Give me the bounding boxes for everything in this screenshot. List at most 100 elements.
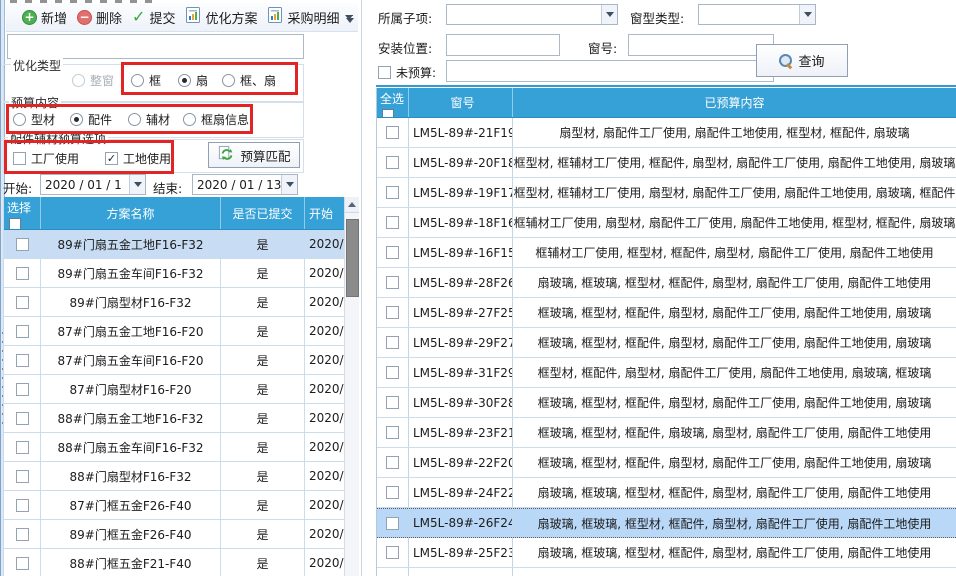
checkbox-factory-use[interactable]: 工厂使用	[13, 150, 79, 167]
row-checkbox[interactable]	[15, 527, 29, 541]
row-checkbox[interactable]	[15, 411, 29, 425]
query-button[interactable]: 查询	[756, 44, 848, 77]
window-table-row[interactable]: LM5L-89#-16F15 框辅材工厂使用, 框型材, 框配件, 扇型材, 扇…	[377, 238, 956, 268]
radio-profile[interactable]: 型材	[13, 111, 55, 128]
row-checkbox[interactable]	[15, 266, 29, 280]
row-checkbox[interactable]	[15, 498, 29, 512]
end-date-picker[interactable]: 2020 / 01 / 13	[192, 174, 298, 195]
row-checkbox[interactable]	[386, 546, 399, 559]
row-checkbox[interactable]	[15, 440, 29, 454]
sub-item-combo[interactable]	[446, 4, 618, 25]
plan-table-row[interactable]: 88#门框五金F21-F40 是 2020/0	[4, 549, 345, 576]
radio-auxiliary[interactable]: 辅材	[128, 111, 170, 128]
plan-table-row[interactable]: 87#门框五金F26-F40 是 2020/0	[4, 491, 345, 520]
window-table-row[interactable]: LM5L-89#-19F17 框型材, 框辅材工厂使用, 扇型材, 扇配件工厂使…	[377, 178, 956, 208]
plan-table-row[interactable]: 89#门框五金F26-F40 是 2020/0	[4, 520, 345, 549]
start-date-picker[interactable]: 2020 / 01 / 1	[40, 174, 146, 195]
window-table-row[interactable]: LM5L-89#-31F29 框型材, 框配件, 扇型材, 扇配件工厂使用, 扇…	[377, 358, 956, 388]
budgeted-content-cell: 扇玻璃, 框玻璃, 框型材, 框配件, 扇型材, 扇配件工厂使用, 扇配件工地使…	[537, 486, 932, 500]
row-checkbox[interactable]	[386, 126, 399, 139]
window-type-combo[interactable]	[698, 4, 816, 25]
radio-frame-sash[interactable]: 框、扇	[222, 72, 276, 89]
window-table-row[interactable]: LM5L-89#-22F20 框玻璃, 框型材, 框配件, 扇型材, 扇配件工厂…	[377, 448, 956, 478]
plan-name-cell: 87#门框五金F26-F40	[41, 491, 221, 519]
dropdown-button[interactable]	[799, 5, 815, 24]
row-checkbox[interactable]	[15, 556, 29, 570]
row-checkbox[interactable]	[15, 295, 29, 309]
vertical-scrollbar[interactable]	[344, 197, 359, 576]
row-checkbox[interactable]	[386, 486, 399, 499]
window-table-row[interactable]: LM5L-89#-20F18 框型材, 框辅材工厂使用, 框配件, 扇型材, 扇…	[377, 148, 956, 178]
plan-name-cell: 89#门扇五金工地F16-F32	[41, 230, 221, 258]
scrollbar-thumb[interactable]	[346, 219, 359, 297]
row-checkbox[interactable]	[386, 516, 399, 530]
checkbox-site-use[interactable]: 工地使用	[105, 150, 171, 167]
plan-table-row[interactable]: 87#门扇型材F16-F20 是 2020/0	[4, 375, 345, 404]
row-checkbox[interactable]	[15, 469, 29, 483]
unbudgeted-input[interactable]	[446, 60, 774, 82]
dropdown-button[interactable]	[601, 5, 617, 24]
dropdown-button[interactable]	[129, 175, 145, 194]
row-checkbox[interactable]	[386, 366, 399, 379]
plan-table-row[interactable]: 87#门扇五金工地F16-F20 是 2020/0	[4, 317, 345, 346]
row-checkbox[interactable]	[386, 426, 399, 439]
window-no-input[interactable]	[628, 34, 774, 56]
install-position-input[interactable]	[446, 34, 560, 56]
row-checkbox[interactable]	[386, 396, 399, 409]
row-checkbox[interactable]	[15, 237, 29, 251]
row-checkbox[interactable]	[386, 456, 399, 469]
delete-button[interactable]: − 删除	[72, 5, 127, 30]
column-header-budgeted-content[interactable]: 已预算内容	[704, 96, 765, 110]
add-button[interactable]: + 新增	[17, 5, 72, 30]
row-checkbox[interactable]	[15, 382, 29, 396]
budget-match-button[interactable]: 预算匹配	[208, 142, 300, 168]
row-checkbox[interactable]	[386, 336, 399, 349]
radio-sash[interactable]: 扇	[178, 72, 208, 89]
select-all-checkbox[interactable]	[9, 218, 21, 229]
radio-accessory[interactable]: 配件	[70, 111, 112, 128]
toolbar-overflow-button[interactable]	[343, 9, 356, 29]
dropdown-button[interactable]	[281, 175, 297, 194]
plan-filter-input[interactable]	[7, 34, 304, 59]
scroll-up-button[interactable]	[345, 197, 359, 213]
window-table-row[interactable]: LM5L-89#-24F22 扇玻璃, 框玻璃, 框型材, 框配件, 扇型材, …	[377, 478, 956, 508]
plan-table-row[interactable]: 89#门扇五金工地F16-F32 是 2020/0	[4, 230, 345, 259]
row-checkbox[interactable]	[386, 216, 399, 229]
radio-whole-window[interactable]: 整窗	[72, 72, 114, 89]
column-header-window-no[interactable]: 窗号	[409, 88, 513, 117]
radio-label: 型材	[31, 113, 56, 127]
column-header-start[interactable]: 开始	[305, 197, 345, 229]
window-no-cell: LM5L-89#-23F21	[409, 418, 513, 447]
optimize-plan-button[interactable]: 优化方案	[180, 4, 262, 30]
window-table-row[interactable]: LM5L-89#-23F21 框玻璃, 框型材, 框配件, 扇玻璃, 扇型材, …	[377, 418, 956, 448]
column-header-name[interactable]: 方案名称	[41, 197, 221, 229]
row-checkbox[interactable]	[386, 186, 399, 199]
row-checkbox[interactable]	[15, 353, 29, 367]
row-checkbox[interactable]	[386, 156, 399, 169]
radio-frame-sash-info[interactable]: 框扇信息	[183, 111, 249, 128]
plan-table-row[interactable]: 88#门扇型材F16-F32 是 2020/0	[4, 462, 345, 491]
window-table-row[interactable]: LM5L-89#-28F26 扇玻璃, 框玻璃, 框型材, 框配件, 扇型材, …	[377, 268, 956, 298]
purchase-detail-button[interactable]: 采购明细	[262, 4, 358, 30]
window-table-row[interactable]: LM5L-89#-26F24 扇玻璃, 框玻璃, 框型材, 框配件, 扇型材, …	[377, 508, 956, 538]
row-checkbox[interactable]	[15, 324, 29, 338]
plan-table-row[interactable]: 89#门扇五金车间F16-F32 是 2020/0	[4, 259, 345, 288]
submit-button[interactable]: ✓ 提交	[127, 5, 180, 30]
row-checkbox[interactable]	[386, 276, 399, 289]
row-checkbox[interactable]	[386, 306, 399, 319]
row-checkbox[interactable]	[386, 246, 399, 259]
plan-table-row[interactable]: 87#门扇五金车间F16-F20 是 2020/0	[4, 346, 345, 375]
window-table-row[interactable]: LM5L-89#-29F27 框玻璃, 框型材, 框配件, 扇型材, 扇配件工厂…	[377, 328, 956, 358]
window-table-row[interactable]: LM5L-89#-25F23 扇玻璃, 框玻璃, 框型材, 框配件, 扇型材, …	[377, 538, 956, 568]
radio-frame[interactable]: 框	[131, 72, 161, 89]
checkbox-unbudgeted[interactable]: 未预算:	[378, 64, 436, 81]
window-table-row[interactable]: LM5L-89#-21F19 扇型材, 扇配件工厂使用, 扇配件工地使用, 框型…	[377, 118, 956, 148]
window-table-row[interactable]: LM5L-89#-18F16 框辅材工厂使用, 扇型材, 扇配件工厂使用, 扇配…	[377, 208, 956, 238]
column-header-submitted[interactable]: 是否已提交	[221, 197, 305, 229]
window-table-row[interactable]: LM5L-89#-30F28 框玻璃, 框型材, 框配件, 扇型材, 扇配件工厂…	[377, 388, 956, 418]
window-table-row[interactable]: LM5L-89#-27F25 框玻璃, 框型材, 框配件, 扇型材, 扇配件工厂…	[377, 298, 956, 328]
plan-table-row[interactable]: 89#门扇型材F16-F32 是 2020/0	[4, 288, 345, 317]
plan-table-row[interactable]: 88#门扇五金车间F16-F32 是 2020/0	[4, 433, 345, 462]
select-all-checkbox[interactable]	[382, 109, 394, 117]
plan-table-row[interactable]: 88#门扇五金工地F16-F32 是 2020/0	[4, 404, 345, 433]
